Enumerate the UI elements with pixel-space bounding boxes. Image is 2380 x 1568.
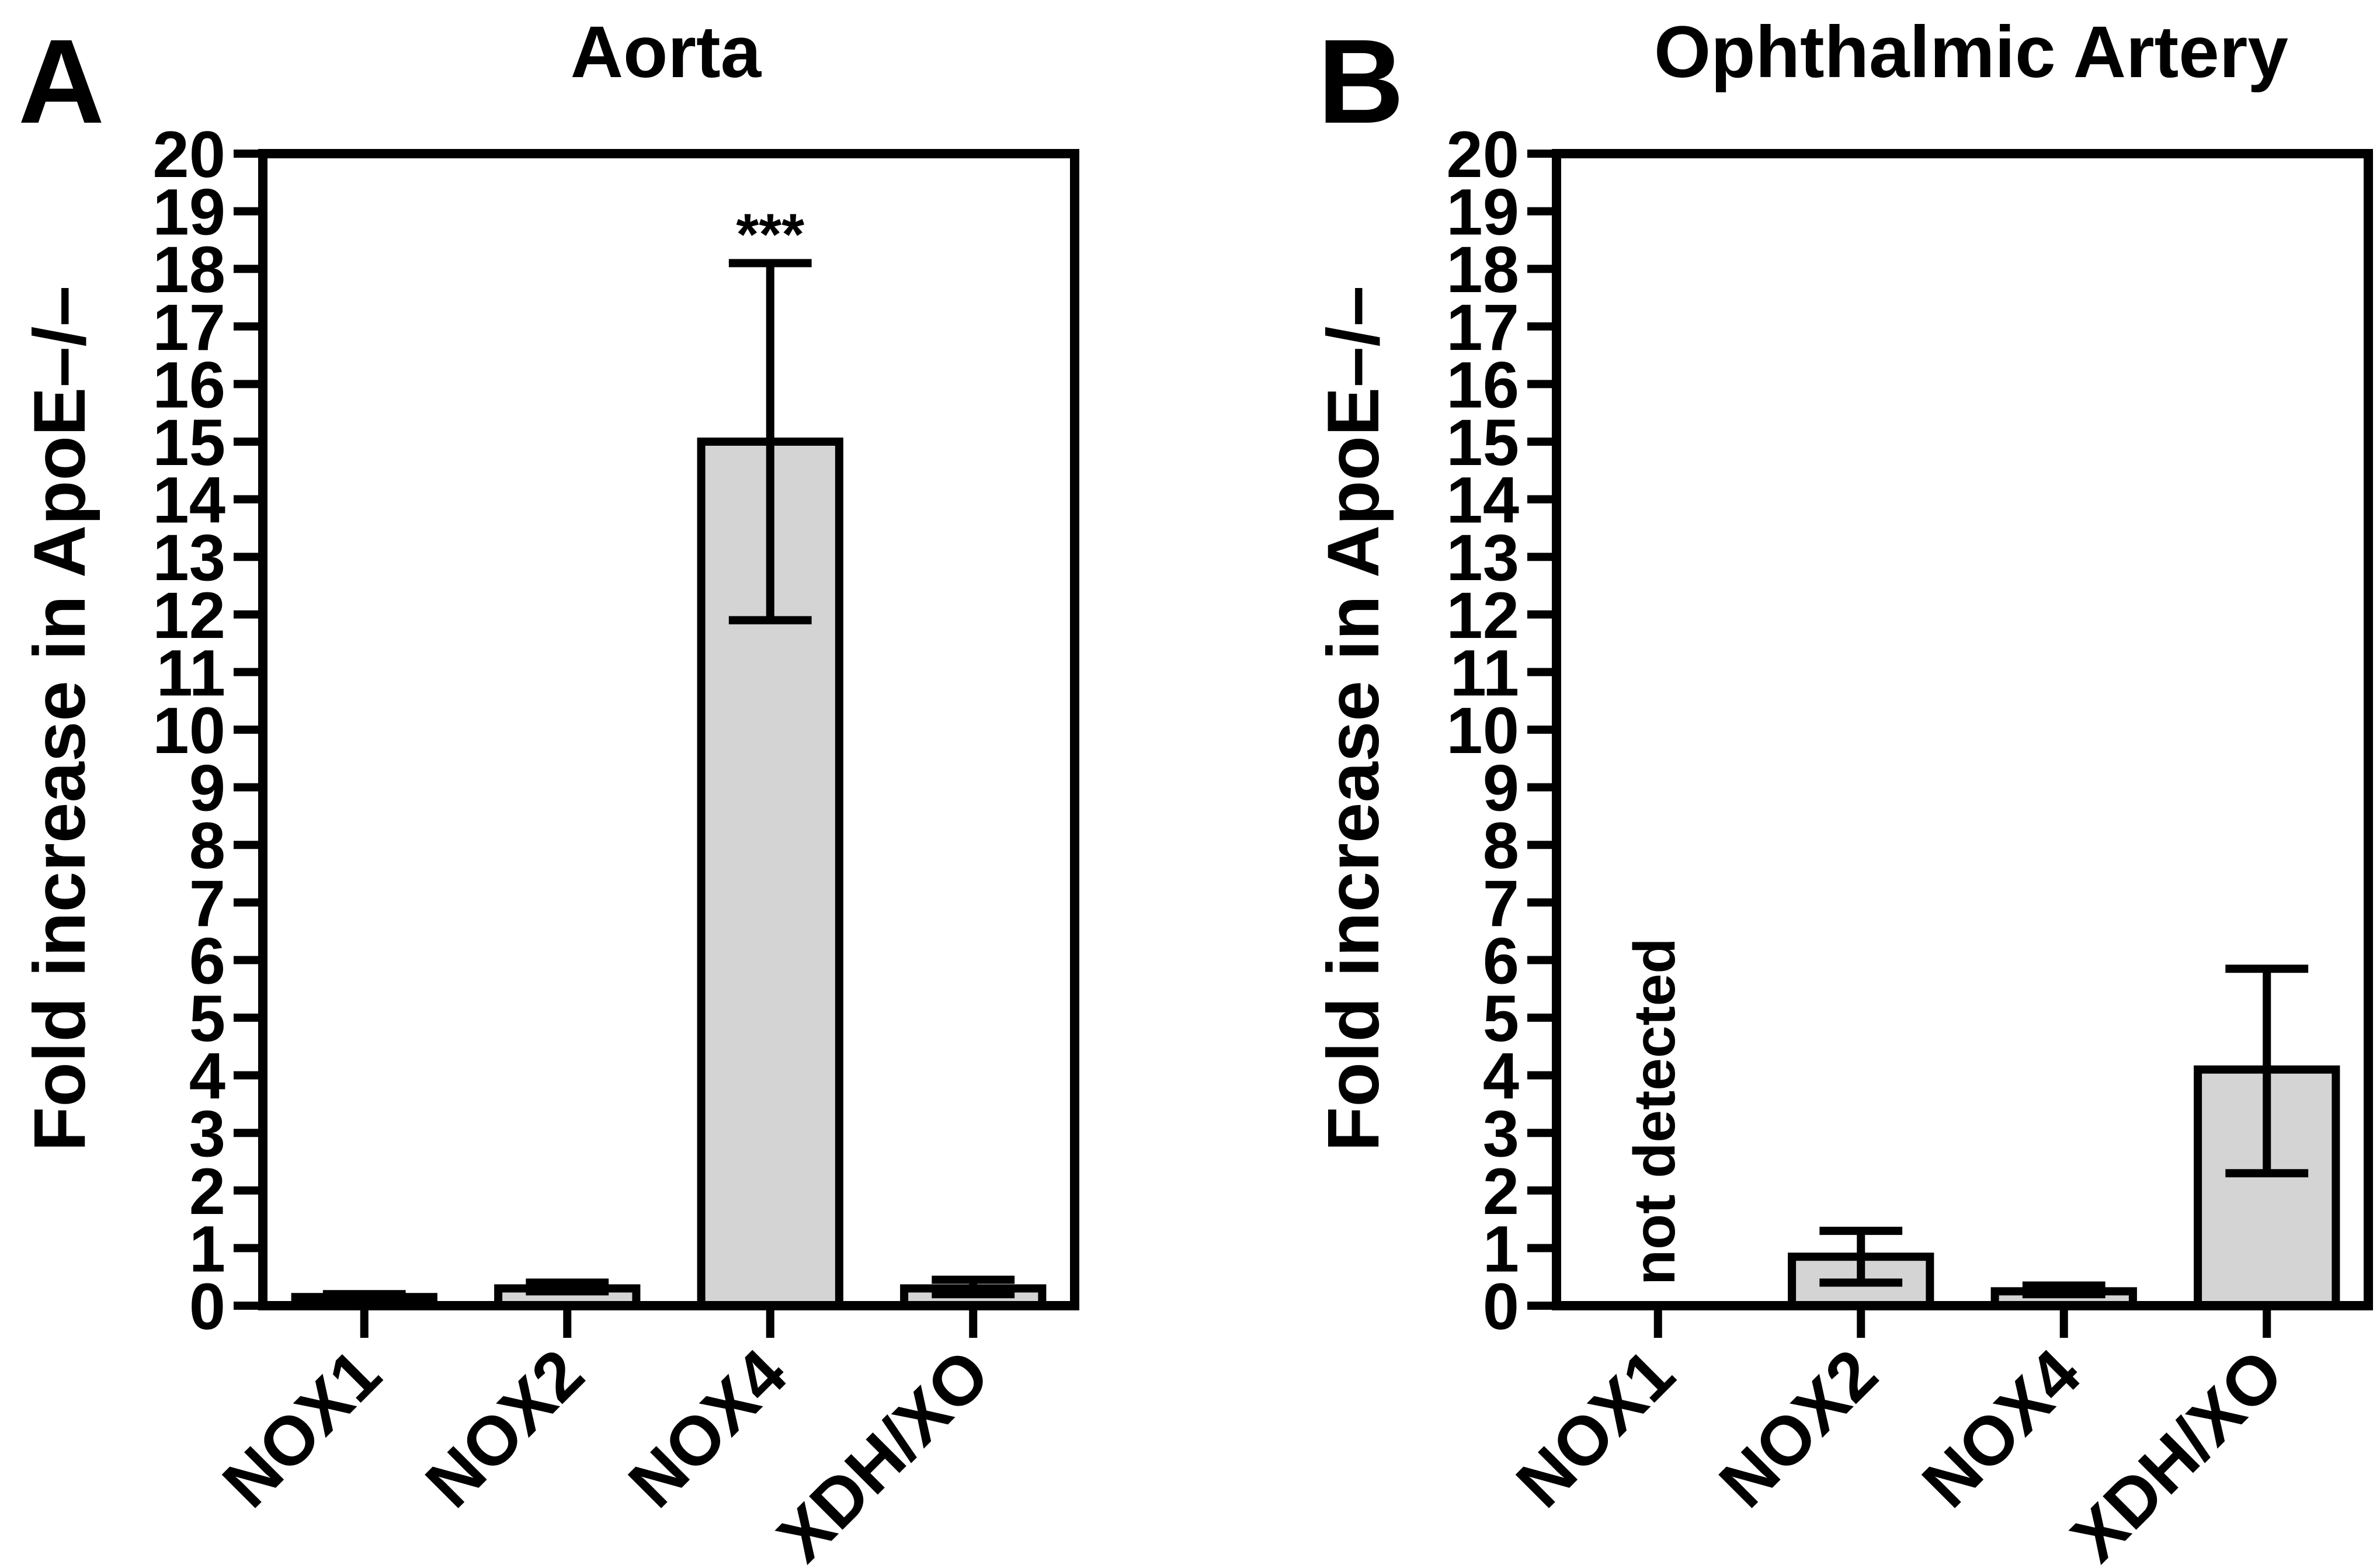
panel-b-y-tick-label: 11 bbox=[1450, 636, 1519, 709]
panel-b-y-axis-label: Fold increase in ApoE–/– bbox=[1313, 286, 1394, 1151]
panel-a-y-tick-label: 2 bbox=[189, 1155, 225, 1228]
panel-b-y-tick-label: 6 bbox=[1483, 924, 1519, 997]
panel-a-y-tick-label: 11 bbox=[157, 636, 225, 709]
panel-b-y-tick-label: 12 bbox=[1446, 579, 1519, 652]
panel-b-y-tick-label: 15 bbox=[1446, 406, 1519, 479]
panel-a-y-tick-label: 4 bbox=[189, 1040, 225, 1113]
panel-b-y-tick-label: 13 bbox=[1446, 521, 1519, 594]
panel-b-y-tick-label: 9 bbox=[1483, 752, 1519, 825]
panel-b-y-tick-label: 1 bbox=[1483, 1212, 1519, 1285]
panel-letter-a: A bbox=[18, 15, 105, 148]
panel-a-y-tick-label: 15 bbox=[152, 406, 225, 479]
panel-b-y-tick-label: 16 bbox=[1446, 348, 1519, 421]
panel-a-y-tick-label: 20 bbox=[152, 118, 225, 191]
panel-b-y-tick-label: 2 bbox=[1483, 1155, 1519, 1228]
panel-a-y-tick-label: 17 bbox=[152, 291, 225, 364]
panel-a-y-tick-label: 3 bbox=[189, 1097, 225, 1170]
panel-a-y-tick-label: 9 bbox=[189, 752, 225, 825]
panel-letter-b: B bbox=[1318, 15, 1404, 148]
panel-b-y-tick-label: 0 bbox=[1483, 1270, 1519, 1343]
panel-a-y-tick-label: 0 bbox=[189, 1270, 225, 1343]
panel-b-y-tick-label: 14 bbox=[1446, 464, 1519, 537]
panel-b-y-tick-label: 3 bbox=[1483, 1097, 1519, 1170]
panel-a-y-axis-label: Fold increase in ApoE–/– bbox=[19, 286, 100, 1151]
panel-a-y-tick-label: 7 bbox=[189, 867, 225, 940]
panel-a-plot-frame bbox=[258, 149, 1079, 1310]
panel-a-significance-label: *** bbox=[736, 202, 804, 267]
panel-a-y-tick-label: 13 bbox=[152, 521, 225, 594]
panel-b-y-tick-label: 10 bbox=[1446, 694, 1519, 767]
panel-a-y-tick-label: 19 bbox=[152, 176, 225, 249]
panel-a-y-tick-label: 5 bbox=[189, 982, 225, 1055]
panel-a-y-tick-label: 14 bbox=[152, 464, 225, 537]
panel-a-y-tick-label: 16 bbox=[152, 348, 225, 421]
panel-b-y-tick-label: 20 bbox=[1446, 118, 1519, 191]
panel-b-y-tick-label: 4 bbox=[1483, 1040, 1519, 1113]
panel-b-y-tick-label: 5 bbox=[1483, 982, 1519, 1055]
panel-b-title: Ophthalmic Artery bbox=[1654, 12, 2288, 93]
panel-b-y-tick-label: 17 bbox=[1446, 291, 1519, 364]
panel-a-y-tick-label: 8 bbox=[189, 809, 225, 882]
panel-b-not-detected-label: not detected bbox=[1622, 938, 1687, 1285]
panel-b-y-tick-label: 8 bbox=[1483, 809, 1519, 882]
panel-a-y-tick-label: 18 bbox=[152, 233, 225, 306]
panel-a-y-tick-label: 1 bbox=[189, 1212, 225, 1285]
panel-b-y-tick-label: 18 bbox=[1446, 233, 1519, 306]
panel-b-y-tick-label: 19 bbox=[1446, 176, 1519, 249]
panel-a-y-tick-label: 12 bbox=[152, 579, 225, 652]
panel-a-y-tick-label: 6 bbox=[189, 924, 225, 997]
panel-a-title: Aorta bbox=[571, 12, 762, 93]
panel-a-y-tick-label: 10 bbox=[152, 694, 225, 767]
panel-b-y-tick-label: 7 bbox=[1483, 867, 1519, 940]
panel-b-plot-frame bbox=[1552, 149, 2373, 1310]
